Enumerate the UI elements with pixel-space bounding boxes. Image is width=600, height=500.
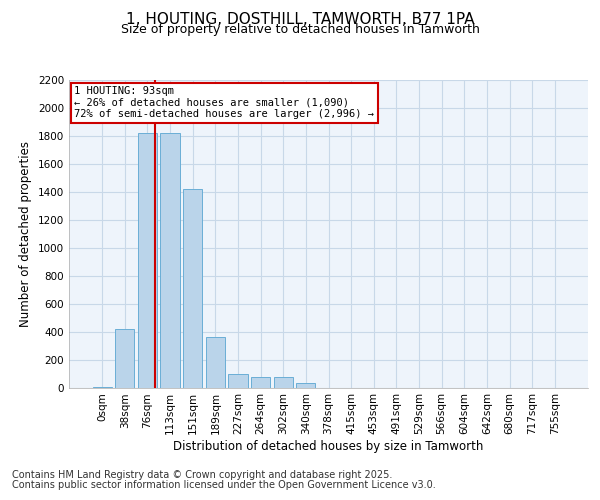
Text: Contains HM Land Registry data © Crown copyright and database right 2025.: Contains HM Land Registry data © Crown c… [12, 470, 392, 480]
Bar [229, 374, 248, 388]
X-axis label: Distribution of detached houses by size in Tamworth: Distribution of detached houses by size … [173, 440, 484, 453]
Bar [183, 189, 202, 388]
Text: 1, HOUTING, DOSTHILL, TAMWORTH, B77 1PA: 1, HOUTING, DOSTHILL, TAMWORTH, B77 1PA [126, 12, 474, 26]
Bar [274, 377, 293, 388]
Bar [115, 329, 134, 388]
Bar [251, 377, 270, 388]
Text: 1 HOUTING: 93sqm
← 26% of detached houses are smaller (1,090)
72% of semi-detach: 1 HOUTING: 93sqm ← 26% of detached house… [74, 86, 374, 120]
Bar [92, 387, 112, 388]
Y-axis label: Number of detached properties: Number of detached properties [19, 141, 32, 327]
Text: Contains public sector information licensed under the Open Government Licence v3: Contains public sector information licen… [12, 480, 436, 490]
Text: Size of property relative to detached houses in Tamworth: Size of property relative to detached ho… [121, 24, 479, 36]
Bar [296, 384, 316, 388]
Bar [160, 133, 180, 388]
Bar [138, 133, 157, 388]
Bar [206, 337, 225, 388]
